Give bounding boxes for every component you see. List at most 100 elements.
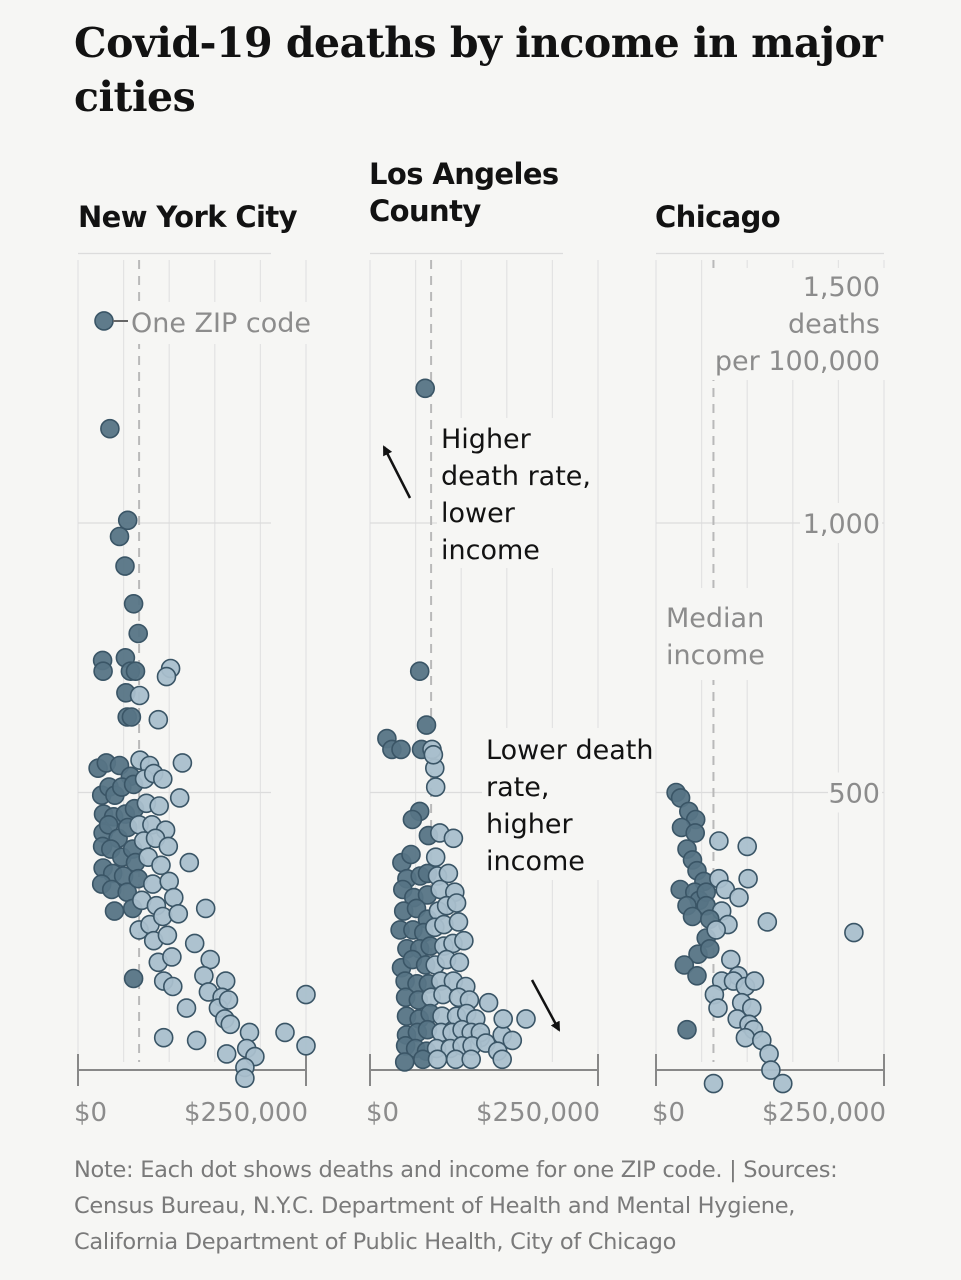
annotation-higher-death-rate: income xyxy=(441,535,540,566)
zip-dot xyxy=(117,510,138,531)
zip-dot xyxy=(215,971,236,991)
panel-title-nyc: New York City xyxy=(78,200,298,234)
annotation-median-income: Median xyxy=(666,603,764,634)
annotation-higher-death-rate: lower xyxy=(441,498,516,529)
zip-dot xyxy=(172,753,193,773)
zip-dot xyxy=(757,912,778,932)
zip-dot xyxy=(443,828,464,849)
zip-dot xyxy=(425,847,446,868)
zip-dot xyxy=(168,903,189,924)
zip-dot xyxy=(184,933,205,954)
zip-dot xyxy=(239,1022,260,1043)
zip-dot xyxy=(94,311,114,331)
zip-dot xyxy=(446,893,467,913)
x-tick-label: $0 xyxy=(366,1098,399,1128)
zip-dot xyxy=(93,661,113,682)
y-tick-label: 1,500 xyxy=(803,272,880,303)
zip-dot xyxy=(706,920,727,940)
label-background xyxy=(660,588,775,680)
zip-dot xyxy=(461,1049,482,1070)
panel-2: $0 $250,000 xyxy=(652,252,886,1128)
zip-dot xyxy=(163,976,183,997)
zip-dot xyxy=(401,844,421,865)
zip-dot xyxy=(121,707,142,727)
zip-dot xyxy=(416,715,437,735)
annotation-lower-death-rate: Lower death xyxy=(486,735,653,766)
zip-dot xyxy=(759,1044,779,1064)
x-tick-label: $0 xyxy=(652,1098,685,1128)
label-background xyxy=(482,728,654,880)
zip-dot xyxy=(162,947,182,967)
zip-dot xyxy=(502,1030,523,1051)
zip-dot xyxy=(478,992,499,1013)
zip-dot xyxy=(129,685,150,706)
zip-dot xyxy=(143,874,163,894)
zip-dot xyxy=(737,836,758,857)
zip-dot xyxy=(454,930,474,951)
zip-dot xyxy=(149,796,169,816)
zip-dot xyxy=(735,1027,756,1048)
x-tick-label: $250,000 xyxy=(476,1098,600,1128)
zip-dot xyxy=(493,1009,514,1029)
arrow-down-right-icon xyxy=(530,979,561,1032)
zip-dot xyxy=(394,1052,415,1072)
label-background xyxy=(828,772,882,813)
annotation-lower-death-rate: rate, xyxy=(486,772,549,803)
zip-dot xyxy=(682,906,703,927)
y-tick-label: 500 xyxy=(828,779,880,810)
zip-dot xyxy=(148,709,169,730)
zip-dot xyxy=(492,1049,513,1070)
zip-dot xyxy=(844,922,864,943)
zip-dot xyxy=(708,998,728,1018)
zip-dot xyxy=(125,661,146,682)
zip-dot xyxy=(516,1009,536,1029)
zip-dot xyxy=(427,1049,448,1070)
x-tick-label: $250,000 xyxy=(184,1098,308,1128)
annotation-lower-death-rate: higher xyxy=(486,809,573,840)
zip-dot xyxy=(157,925,178,946)
label-background xyxy=(437,418,597,568)
annotation-one-zip: One ZIP code xyxy=(131,308,311,339)
y-unit-label: per 100,000 xyxy=(715,346,880,377)
zip-dot xyxy=(218,990,239,1010)
zip-dot xyxy=(703,1073,724,1094)
source-note: Note: Each dot shows deaths and income f… xyxy=(74,1157,838,1255)
zip-dot xyxy=(685,823,706,843)
zip-dot xyxy=(235,1068,255,1088)
zip-dot xyxy=(772,1073,793,1094)
zip-dot xyxy=(391,739,411,760)
zip-dot xyxy=(402,809,423,830)
zip-dot xyxy=(164,887,184,908)
arrow-up-left-icon xyxy=(382,445,412,499)
y-tick-label: 1,000 xyxy=(803,509,880,540)
zip-dot xyxy=(195,898,216,919)
y-unit-label: deaths xyxy=(788,309,880,340)
zip-dot xyxy=(449,952,470,973)
annotation-higher-death-rate: death rate, xyxy=(441,461,591,492)
label-background xyxy=(800,503,882,543)
zip-dot xyxy=(674,955,695,975)
zip-dot xyxy=(179,852,200,873)
zip-dot xyxy=(415,378,436,399)
scatter-chart: $0 $250,000 $0 $250,000 $0 $250,000 500 1,000 1,… xyxy=(74,252,886,1128)
panel-title-la: Los Angeles County xyxy=(369,157,559,228)
zip-dot xyxy=(153,1027,174,1048)
zip-dot xyxy=(275,1022,295,1043)
zip-dot xyxy=(296,984,316,1005)
zip-dot xyxy=(115,556,135,576)
zip-dot xyxy=(159,871,179,892)
zip-dot xyxy=(729,887,749,908)
zip-dot xyxy=(186,1030,207,1051)
zip-dot xyxy=(709,831,729,851)
zip-dot xyxy=(123,593,144,614)
zip-dot xyxy=(104,901,125,921)
zip-dot xyxy=(220,1014,241,1035)
zip-dot xyxy=(423,744,444,765)
zip-dot xyxy=(438,863,459,884)
zip-dot xyxy=(176,998,197,1018)
zip-dot xyxy=(720,949,741,970)
zip-dot xyxy=(156,666,177,687)
zip-dot xyxy=(151,855,171,876)
zip-dot xyxy=(296,1036,316,1056)
zip-dot xyxy=(409,661,430,682)
